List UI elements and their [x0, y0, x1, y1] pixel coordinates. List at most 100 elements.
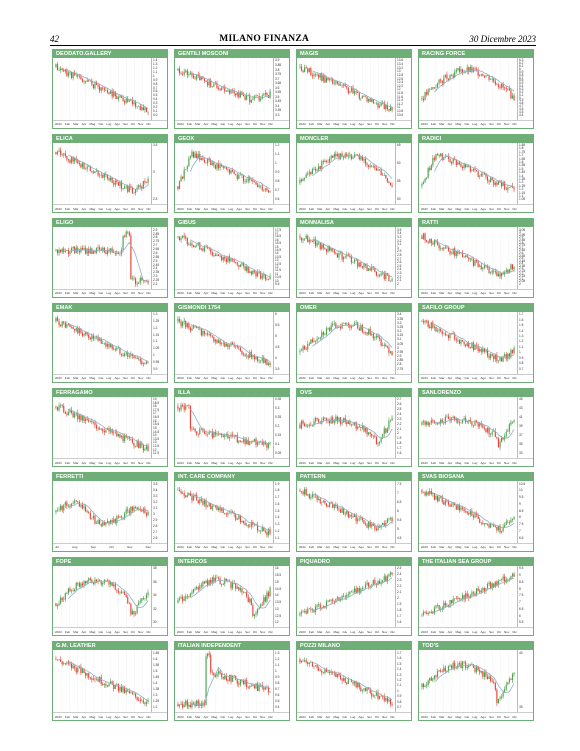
- candle-body: [177, 704, 179, 707]
- x-tick-label: Mar: [439, 545, 445, 550]
- candle-body: [338, 508, 340, 510]
- candle-body: [346, 86, 348, 88]
- candle-body: [494, 581, 496, 587]
- candle-body: [188, 404, 190, 406]
- moving-average-line: [190, 324, 270, 361]
- y-tick-label: 16.5: [153, 415, 160, 420]
- x-tick-label: Ago: [114, 460, 120, 465]
- candle-body: [225, 166, 227, 169]
- candle-body: [380, 273, 382, 276]
- candle-body: [124, 353, 126, 356]
- x-tick-label: Ott: [130, 376, 135, 380]
- candle-body: [364, 584, 367, 588]
- candle-body: [58, 404, 60, 410]
- candle-body: [510, 185, 512, 187]
- y-tick-label: 2.9: [153, 227, 158, 232]
- x-tick-label: Apr: [81, 376, 87, 380]
- y-tick-label: 3.4: [153, 487, 158, 492]
- y-tick-label: 14.5: [275, 586, 282, 591]
- y-tick-label: 1.65: [153, 650, 160, 655]
- candle-body: [422, 611, 425, 615]
- candlestick-chart: [299, 650, 393, 712]
- candle-body: [97, 336, 99, 341]
- candle-body: [239, 515, 241, 523]
- x-tick-label: Dic: [268, 629, 273, 634]
- x-tick-label: Ott: [130, 206, 135, 211]
- candle-body: [490, 354, 492, 359]
- candle-body: [230, 169, 232, 173]
- candle-body: [233, 259, 235, 263]
- x-tick-label: Ott: [496, 376, 501, 380]
- y-tick-label: 1.3: [153, 693, 158, 698]
- candle-body: [94, 337, 96, 339]
- x-tick-label: Ago: [236, 206, 242, 211]
- candle-body: [361, 689, 363, 692]
- candle-body: [99, 677, 101, 683]
- x-tick-label: Ott: [130, 714, 135, 719]
- candle-body: [258, 95, 260, 101]
- candle-body: [471, 342, 473, 348]
- candle-body: [244, 523, 246, 526]
- chart-title: OMER: [297, 303, 411, 312]
- y-tick-label: 3: [397, 245, 399, 250]
- candle-body: [429, 239, 431, 243]
- candle-body: [78, 162, 80, 164]
- y-tick-label: 3: [153, 170, 155, 175]
- y-tick-label: 2.25: [153, 278, 160, 283]
- y-tick-label: 1.7: [275, 495, 280, 500]
- candle-body: [241, 587, 243, 593]
- candle-body: [357, 683, 359, 688]
- y-tick-label: 34: [153, 593, 157, 598]
- candle-body: [449, 504, 451, 507]
- x-tick-label: Feb: [186, 629, 193, 634]
- candle-body: [124, 186, 126, 189]
- x-tick-label: Mag: [89, 376, 96, 380]
- candle-body: [507, 88, 509, 90]
- candle-body: [191, 73, 193, 76]
- candle-body: [219, 507, 221, 511]
- candle-body: [222, 583, 224, 585]
- candle-body: [472, 424, 475, 426]
- candle-body: [449, 418, 451, 420]
- candle-body: [203, 581, 206, 583]
- chart-title: GISMONDI 1754: [175, 303, 289, 312]
- candlestick-chart: [299, 143, 393, 205]
- x-tick-label: Jul: [55, 545, 59, 550]
- candle-body: [111, 520, 113, 523]
- x-tick-label: Dic: [390, 291, 395, 296]
- y-tick-label: 0.9: [275, 170, 280, 175]
- x-tick-label: Ago: [236, 460, 242, 465]
- candle-body: [471, 170, 473, 171]
- x-tick-label: Dec: [145, 545, 151, 550]
- stock-chart-panel: OVS 2.7 2.6 2.5 2.4 2.3 2.2 2.1 2 1.9 1.8 1.7 1.6 202…: [296, 387, 412, 468]
- candle-body: [436, 496, 439, 502]
- candle-body: [493, 355, 495, 360]
- candle-body: [363, 263, 365, 268]
- x-tick-label: Set: [489, 460, 494, 465]
- y-axis: 2.5 2.4 2.3 2.2 2.1 2 1.9 1.8 1.7 1.6: [395, 565, 411, 628]
- y-tick-label: 1.45: [519, 170, 526, 175]
- candle-body: [203, 78, 206, 82]
- y-tick-label: 0.7: [519, 366, 524, 371]
- x-axis: 2023 Feb Mar Apr Mag Giu Lug Ago Set Ott Nov Dic: [53, 119, 167, 128]
- x-tick-label: Mag: [333, 460, 340, 465]
- candle-body: [203, 246, 206, 252]
- candle-body: [338, 597, 340, 601]
- candle-body: [332, 416, 334, 423]
- candle-body: [225, 258, 227, 263]
- x-tick-label: Apr: [203, 545, 209, 550]
- candle-body: [374, 268, 376, 273]
- chart-title: RADICI: [419, 134, 533, 143]
- candle-body: [177, 68, 179, 71]
- candle-body: [496, 182, 498, 185]
- y-tick-label: 7.5: [397, 481, 402, 486]
- candle-body: [504, 576, 506, 583]
- candle-body: [217, 577, 220, 579]
- y-tick-label: 2.8: [153, 235, 158, 240]
- candle-body: [228, 256, 231, 262]
- candle-body: [141, 510, 143, 512]
- candle-body: [325, 601, 328, 608]
- x-tick-label: Ago: [480, 629, 486, 634]
- candle-body: [391, 107, 393, 111]
- y-tick-label: 3.5: [275, 366, 280, 371]
